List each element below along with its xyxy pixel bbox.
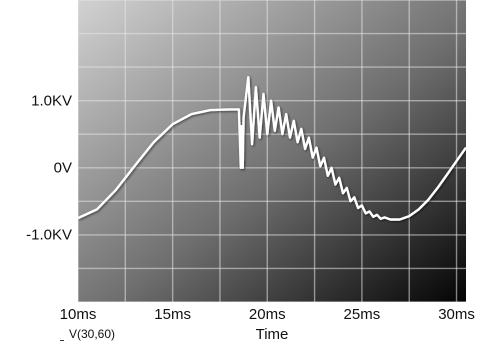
chart-svg <box>78 0 466 302</box>
trace-v30-60 <box>78 76 466 221</box>
x-tick-label: 20ms <box>248 306 286 323</box>
x-tick-label: 15ms <box>154 306 191 323</box>
y-tick-label: 0V <box>53 159 72 177</box>
y-tick-label: 1.0KV <box>31 92 72 110</box>
plot-area <box>78 0 466 302</box>
x-tick-label: 25ms <box>343 306 381 323</box>
x-tick-label: 10ms <box>59 306 97 323</box>
x-tick-label: 30ms <box>438 306 475 323</box>
corner-mark <box>60 336 64 341</box>
y-tick-label: -1.0KV <box>26 226 72 244</box>
plot-background <box>78 0 466 302</box>
trace-label: V(30,60) <box>68 327 116 341</box>
x-axis-label: Time <box>255 326 289 343</box>
